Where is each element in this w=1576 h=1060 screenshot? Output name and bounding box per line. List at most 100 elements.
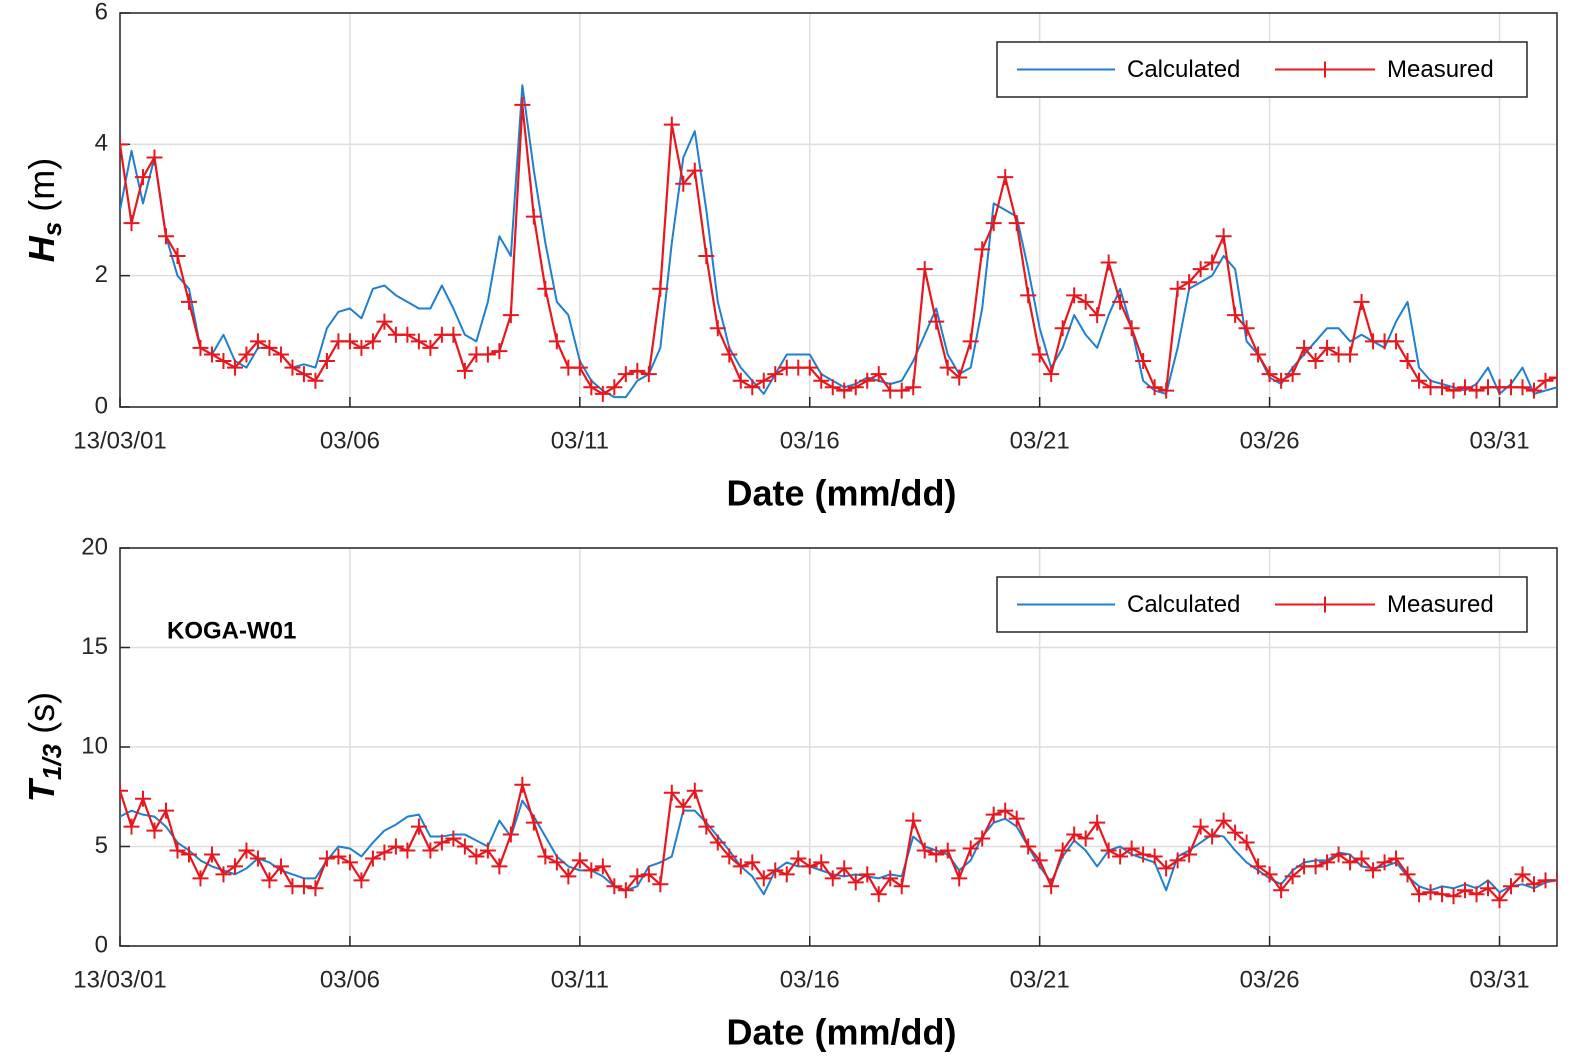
data-marker	[399, 326, 416, 343]
y-axis-unit: (m)	[21, 158, 62, 212]
data-marker	[1204, 828, 1221, 845]
data-marker	[157, 228, 174, 245]
data-marker	[376, 313, 393, 330]
data-marker	[1100, 842, 1117, 859]
data-marker	[721, 848, 738, 865]
data-marker	[261, 339, 278, 356]
legend-label: Measured	[1387, 591, 1494, 618]
data-marker	[445, 326, 462, 343]
data-marker	[1238, 834, 1255, 851]
data-marker	[1135, 846, 1152, 863]
data-marker	[1284, 868, 1301, 885]
data-marker	[1526, 382, 1543, 399]
data-marker	[617, 882, 634, 899]
data-marker	[525, 814, 542, 831]
data-marker	[169, 247, 186, 264]
data-marker	[1273, 372, 1290, 389]
y-axis-symbol: H	[21, 235, 62, 262]
legend-label: Measured	[1387, 56, 1494, 83]
data-marker	[1204, 254, 1221, 271]
data-marker	[120, 136, 128, 153]
data-marker	[1261, 866, 1278, 883]
y-axis-subscript: 1/3	[37, 743, 67, 780]
data-marker	[1158, 382, 1175, 399]
data-marker	[962, 840, 979, 857]
legend-marker	[1317, 61, 1333, 78]
data-marker	[203, 346, 220, 363]
data-marker	[801, 858, 818, 875]
data-marker	[1307, 858, 1324, 875]
data-marker	[1112, 848, 1129, 865]
data-marker	[502, 826, 519, 843]
data-marker	[1353, 850, 1370, 867]
data-marker	[1468, 886, 1485, 903]
series-line	[120, 799, 1557, 896]
data-marker	[721, 346, 738, 363]
data-marker	[755, 372, 772, 389]
data-marker	[1181, 846, 1198, 863]
data-marker	[755, 870, 772, 887]
data-marker	[1135, 353, 1152, 370]
data-marker	[514, 776, 531, 793]
data-marker	[652, 280, 669, 297]
data-marker	[1549, 872, 1557, 889]
x-tick-label: 03/16	[780, 966, 840, 993]
x-tick-label: 03/21	[1010, 427, 1070, 454]
data-marker	[330, 848, 347, 865]
legend-label: Calculated	[1127, 591, 1240, 618]
data-marker	[1503, 878, 1520, 895]
data-marker	[709, 834, 726, 851]
data-marker	[824, 870, 841, 887]
data-marker	[893, 382, 910, 399]
data-marker	[951, 369, 968, 386]
data-marker	[410, 818, 427, 835]
data-marker	[594, 385, 611, 402]
data-marker	[1388, 850, 1405, 867]
x-tick-label: 13/03/01	[73, 966, 166, 993]
data-marker	[456, 362, 473, 379]
data-marker	[675, 175, 692, 192]
x-tick-label: 13/03/01	[73, 427, 166, 454]
data-marker	[928, 846, 945, 863]
data-marker	[146, 822, 163, 839]
data-marker	[767, 862, 784, 879]
data-marker	[1261, 366, 1278, 383]
data-marker	[1307, 353, 1324, 370]
data-marker	[1399, 353, 1416, 370]
data-marker	[1169, 852, 1186, 869]
y-axis-symbol: T	[21, 777, 62, 802]
legend-marker	[1317, 596, 1333, 613]
data-marker	[215, 353, 232, 370]
data-marker	[1422, 884, 1439, 901]
data-marker	[307, 880, 324, 897]
data-marker	[1192, 261, 1209, 278]
data-marker	[1457, 882, 1474, 899]
data-marker	[1100, 254, 1117, 271]
data-marker	[1054, 842, 1071, 859]
data-marker	[353, 339, 370, 356]
data-marker	[364, 850, 381, 867]
data-marker	[778, 866, 795, 883]
data-marker	[548, 854, 565, 871]
y-tick-label: 2	[95, 261, 108, 288]
data-marker	[525, 208, 542, 225]
data-marker	[1549, 369, 1557, 386]
data-marker	[675, 798, 692, 815]
data-marker	[341, 854, 358, 871]
data-marker	[1296, 339, 1313, 356]
data-marker	[663, 784, 680, 801]
series-layer	[120, 84, 1557, 402]
data-marker	[134, 790, 151, 807]
data-marker	[905, 812, 922, 829]
data-marker	[1077, 830, 1094, 847]
data-marker	[962, 333, 979, 350]
data-marker	[1537, 372, 1554, 389]
y-axis-subscript: s	[37, 222, 67, 236]
legend-label: Calculated	[1127, 56, 1240, 83]
x-tick-label: 03/11	[551, 966, 609, 993]
data-marker	[985, 215, 1002, 232]
data-marker	[468, 848, 485, 865]
data-marker	[261, 872, 278, 889]
data-marker	[1008, 810, 1025, 827]
